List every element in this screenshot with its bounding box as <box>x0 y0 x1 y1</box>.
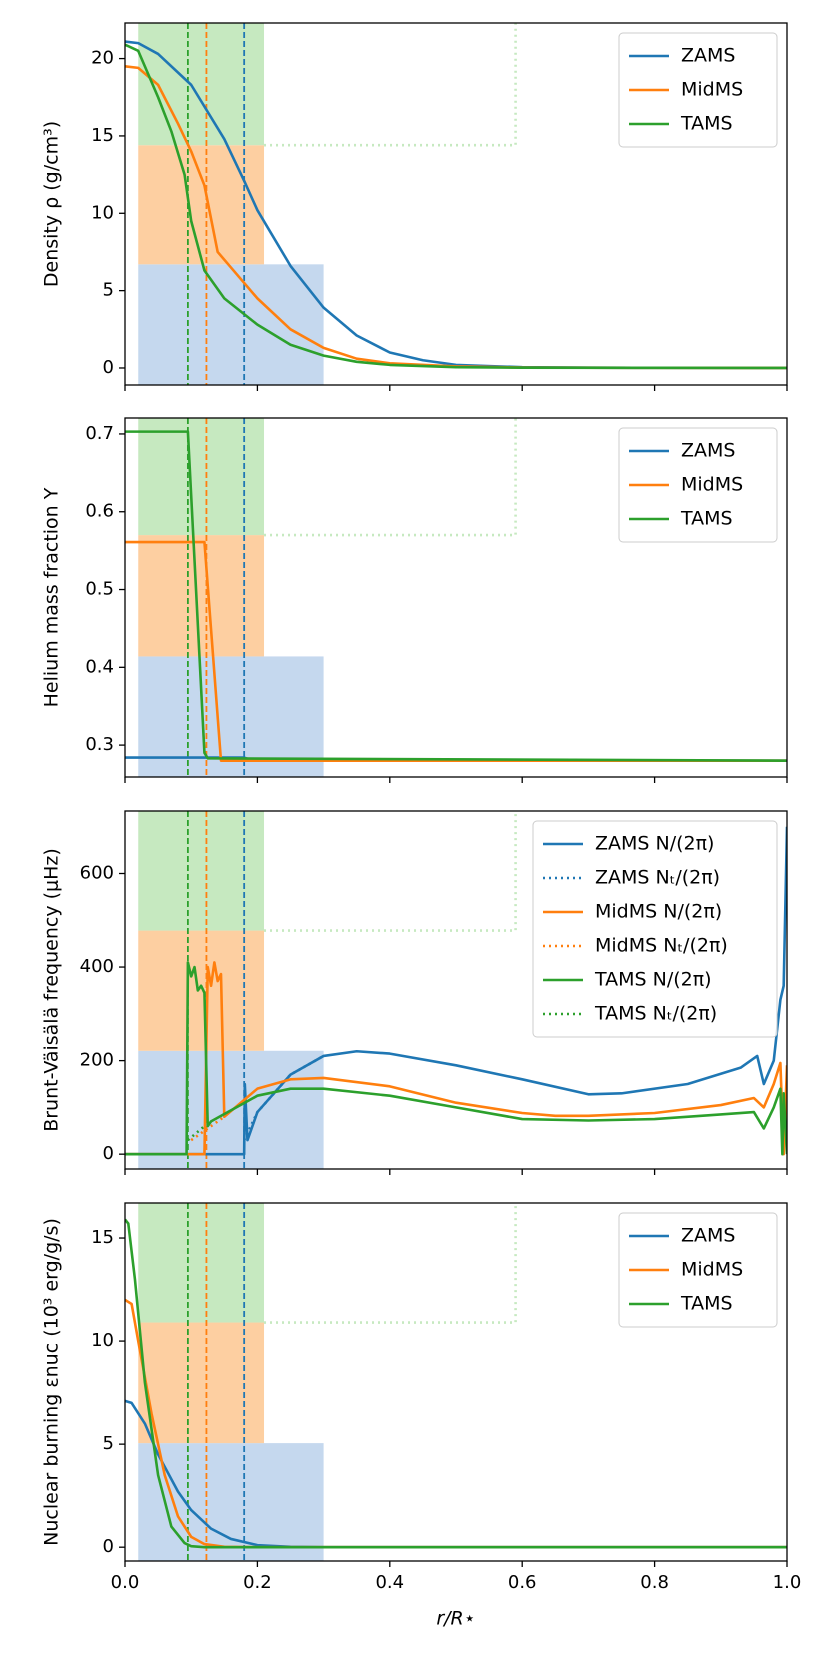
legend: ZAMS MidMS TAMS <box>618 32 778 148</box>
legend-label: ZAMS <box>681 45 735 67</box>
y-tick-label: 400 <box>80 956 114 977</box>
legend-label: TAMS <box>680 113 733 135</box>
x-tick-label: 0.2 <box>243 1572 272 1593</box>
legend-label: TAMS <box>680 508 733 530</box>
legend-label: MidMS <box>681 474 743 496</box>
step-line <box>264 811 517 932</box>
line-series <box>125 826 787 1156</box>
legend-frame <box>618 32 778 148</box>
legend-label: TAMS Nₜ/(2π) <box>594 1003 717 1025</box>
x-tick-label: 0.8 <box>640 1572 669 1593</box>
axes-frame <box>124 22 788 386</box>
y-tick-label: 600 <box>80 862 114 883</box>
y-tick-label: 15 <box>91 1227 114 1248</box>
legend-label: MidMS <box>681 1259 743 1281</box>
axes-frame <box>124 417 788 778</box>
y-tick-label: 0 <box>103 1536 114 1557</box>
y-tick-label: 0.3 <box>85 734 114 755</box>
plot-area <box>125 418 787 777</box>
shaded-region <box>138 535 265 657</box>
line-series <box>190 1115 226 1142</box>
shaded-region <box>138 264 324 385</box>
axes-frame <box>124 1202 788 1562</box>
line-series <box>125 430 787 762</box>
y-axis-label: Density ρ (g/cm³) <box>41 121 63 287</box>
line-series <box>125 43 787 370</box>
step-line <box>264 23 517 147</box>
step-line <box>264 418 517 537</box>
plot-area <box>125 23 787 385</box>
y-tick-label: 15 <box>91 125 114 146</box>
shaded-region <box>138 811 265 931</box>
step-line <box>264 1203 517 1324</box>
plot-area <box>125 811 787 1169</box>
shaded-region <box>138 1203 265 1323</box>
legend: ZAMS MidMS TAMS <box>618 427 778 543</box>
x-tick-label: 0.4 <box>375 1572 404 1593</box>
x-tick-label: 0.6 <box>508 1572 537 1593</box>
line-series <box>187 1125 206 1142</box>
y-tick-label: 0 <box>103 357 114 378</box>
y-axis-label: Nuclear burning εnuc (10³ erg/g/s) <box>41 1218 63 1546</box>
legend-label: ZAMS N/(2π) <box>595 833 714 855</box>
x-tick-label: 0.0 <box>111 1572 140 1593</box>
y-axis-label: Helium mass fraction Y <box>41 487 63 707</box>
legend-label: MidMS Nₜ/(2π) <box>595 935 728 957</box>
legend-label: MidMS N/(2π) <box>595 901 722 923</box>
legend-frame <box>618 1212 778 1328</box>
shaded-region <box>138 1322 265 1444</box>
line-series <box>125 1218 787 1549</box>
legend-label: ZAMS <box>681 440 735 462</box>
shaded-region <box>138 145 265 265</box>
x-tick-label: 1.0 <box>773 1572 802 1593</box>
y-tick-label: 10 <box>91 1330 114 1351</box>
shaded-region <box>138 418 265 536</box>
shaded-region <box>138 1443 324 1561</box>
y-tick-label: 20 <box>91 48 114 69</box>
legend-label: ZAMS <box>681 1225 735 1247</box>
shaded-region <box>138 23 265 146</box>
line-series <box>125 961 787 1156</box>
shaded-region <box>138 930 265 1051</box>
plot-area <box>125 1203 787 1561</box>
y-tick-label: 10 <box>91 202 114 223</box>
y-tick-label: 5 <box>103 1433 114 1454</box>
legend-frame <box>618 427 778 543</box>
y-tick-label: 0.6 <box>85 501 114 522</box>
legend-label: TAMS N/(2π) <box>594 969 712 991</box>
legend: ZAMS N/(2π) ZAMS Nₜ/(2π) MidMS N/(2π) MidMS… <box>532 820 778 1038</box>
y-tick-label: 0.4 <box>85 656 114 677</box>
legend: ZAMS MidMS TAMS <box>618 1212 778 1328</box>
x-axis-label: r/R⋆ <box>436 1608 475 1630</box>
y-axis-label: Brunt-Väisälä frequency (μHz) <box>41 848 63 1132</box>
y-tick-label: 5 <box>103 280 114 301</box>
y-tick-label: 200 <box>80 1050 114 1071</box>
line-series <box>125 961 787 1156</box>
axes-frame <box>124 810 788 1170</box>
y-tick-label: 0.7 <box>85 423 114 444</box>
y-tick-label: 0 <box>103 1143 114 1164</box>
legend-frame <box>532 820 778 1038</box>
legend-label: ZAMS Nₜ/(2π) <box>595 867 720 889</box>
legend-label: TAMS <box>680 1293 733 1315</box>
line-series <box>125 540 787 762</box>
y-tick-label: 0.5 <box>85 579 114 600</box>
legend-label: MidMS <box>681 79 743 101</box>
